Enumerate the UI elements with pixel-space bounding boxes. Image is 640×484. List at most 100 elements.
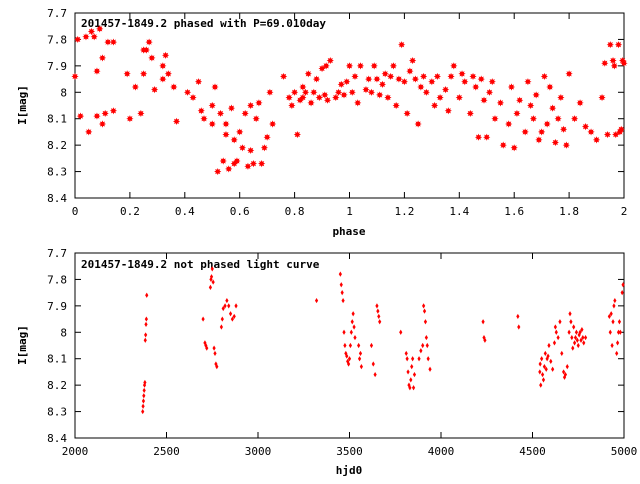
data-point <box>299 83 307 91</box>
data-point <box>238 144 247 152</box>
data-point <box>540 356 544 362</box>
data-point <box>314 297 319 304</box>
data-point <box>554 115 562 123</box>
data-point <box>227 303 231 309</box>
data-point <box>291 88 299 96</box>
data-point <box>551 138 559 147</box>
data-point <box>411 385 416 391</box>
data-point <box>378 319 382 325</box>
data-point <box>603 130 612 139</box>
data-point <box>215 364 219 370</box>
data-point <box>347 356 352 362</box>
data-point <box>554 329 558 335</box>
data-point <box>417 356 421 362</box>
data-point <box>422 308 427 314</box>
data-point <box>510 144 518 152</box>
data-point <box>558 319 562 325</box>
data-point <box>578 329 582 335</box>
data-point <box>323 96 332 104</box>
data-point <box>285 93 293 102</box>
data-point <box>469 72 477 81</box>
data-point <box>408 385 412 391</box>
chart-title: 201457-1849.2 not phased light curve <box>81 258 320 271</box>
x-tick-label: 3500 <box>336 445 363 458</box>
data-point <box>358 350 363 357</box>
data-point <box>241 109 249 118</box>
data-point <box>521 128 529 136</box>
data-point <box>562 369 566 375</box>
data-point <box>353 334 357 341</box>
data-point <box>227 104 236 112</box>
data-point <box>441 86 450 94</box>
data-point <box>614 41 623 49</box>
data-point <box>143 379 147 386</box>
data-point <box>560 350 564 357</box>
data-point <box>538 361 542 367</box>
data-point <box>145 292 149 298</box>
data-point <box>529 115 538 123</box>
data-point <box>310 88 318 96</box>
y-tick-label: 8.4 <box>47 192 67 205</box>
x-axis-label: phase <box>332 225 365 238</box>
data-point <box>343 78 351 86</box>
data-point <box>543 350 547 357</box>
x-tick-label: 1.4 <box>449 205 469 218</box>
y-tick-label: 8.1 <box>47 353 67 366</box>
data-point <box>247 146 255 155</box>
data-point <box>211 83 219 91</box>
data-point <box>387 72 395 81</box>
data-point <box>431 101 439 110</box>
data-point <box>421 342 425 349</box>
data-point <box>343 342 347 349</box>
data-point <box>527 101 535 110</box>
data-point <box>422 303 426 309</box>
plot-frame <box>74 12 625 199</box>
y-tick-label: 8 <box>60 86 67 99</box>
data-point <box>407 382 411 388</box>
x-tick-label: 2 <box>621 205 628 218</box>
data-point <box>615 340 620 346</box>
phased-plot-panel: 201457-1849.2 phased with P=69.010day ph… <box>16 7 628 238</box>
data-point <box>481 319 485 325</box>
data-point <box>104 38 112 46</box>
data-point <box>581 334 585 341</box>
data-point <box>587 128 595 136</box>
data-point <box>345 353 349 359</box>
y-tick-label: 8 <box>60 326 67 339</box>
data-point <box>565 364 569 370</box>
data-point <box>350 319 354 325</box>
data-point <box>194 78 203 86</box>
data-point <box>610 342 614 349</box>
data-point <box>570 334 574 341</box>
data-point <box>582 340 586 346</box>
data-point <box>581 123 590 131</box>
data-point <box>219 324 223 330</box>
data-point <box>348 342 353 349</box>
unphased-plot-panel: 201457-1849.2 not phased light curve hjd… <box>16 247 637 477</box>
data-point <box>546 83 554 91</box>
data-point <box>499 141 507 149</box>
data-points <box>71 25 628 176</box>
y-tick-label: 7.9 <box>47 300 67 313</box>
data-point <box>541 377 546 383</box>
data-point <box>220 316 224 322</box>
data-point <box>93 67 101 75</box>
data-point <box>549 104 557 112</box>
data-point <box>144 332 148 338</box>
x-tick-label: 2000 <box>62 445 89 458</box>
data-point <box>216 109 225 118</box>
axis-ticks: 2000 2500 3000 3500 4000 4500 5000 7.7 7.8 7.9 8 8.… <box>47 247 637 458</box>
data-point <box>249 160 258 168</box>
data-point <box>230 136 238 144</box>
data-point <box>348 88 356 96</box>
data-point <box>580 327 584 333</box>
data-point <box>395 75 403 83</box>
data-point <box>351 72 359 81</box>
data-point <box>367 88 376 96</box>
data-point <box>553 324 557 330</box>
data-point <box>546 353 550 359</box>
data-point <box>369 342 374 349</box>
data-point <box>433 72 441 81</box>
data-point <box>496 99 505 107</box>
